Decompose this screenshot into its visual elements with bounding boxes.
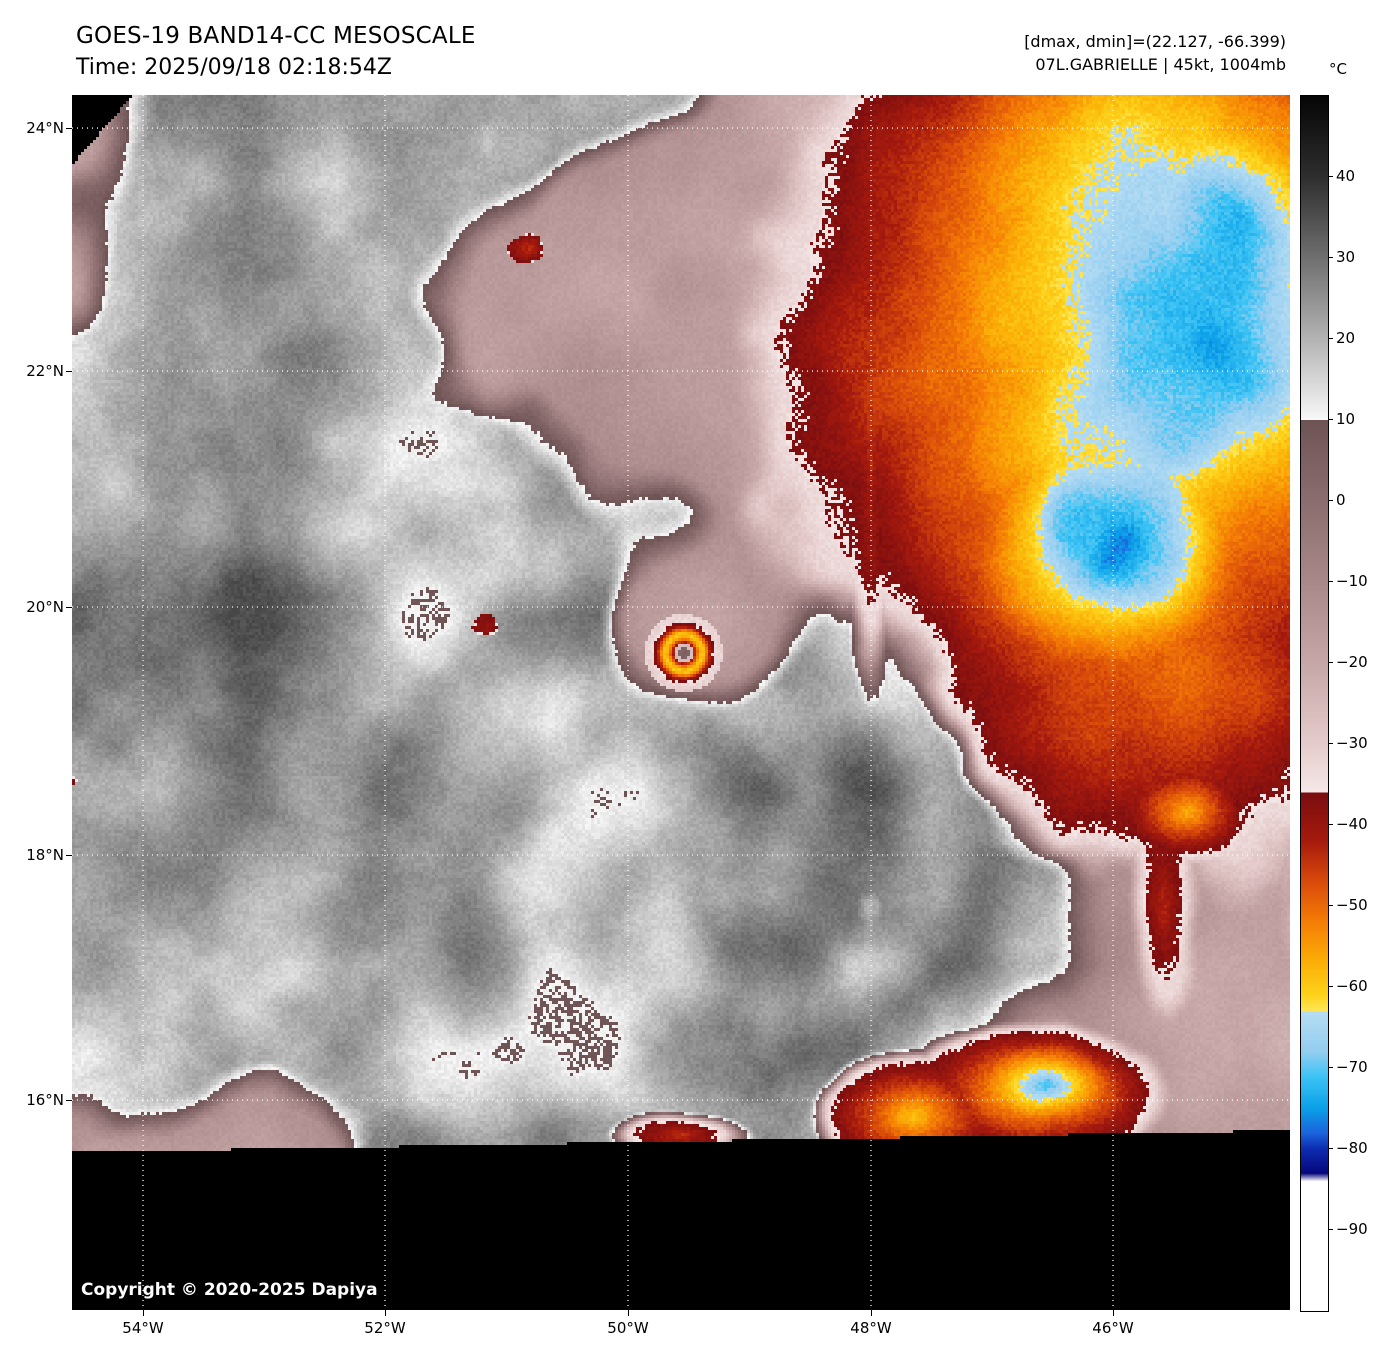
colorbar <box>1300 95 1329 1312</box>
colorbar-tick-label: −30 <box>1336 734 1368 752</box>
satellite-image-canvas <box>72 95 1290 1310</box>
lat-tick-mark <box>66 371 72 373</box>
lon-tick-mark <box>143 1310 144 1316</box>
lon-tick-label: 46°W <box>1092 1319 1134 1337</box>
colorbar-tick-mark <box>1328 1229 1333 1230</box>
colorbar-tick-mark <box>1328 743 1333 744</box>
lon-tick-label: 50°W <box>607 1319 649 1337</box>
colorbar-tick-mark <box>1328 1067 1333 1068</box>
lon-tick-label: 54°W <box>122 1319 164 1337</box>
lat-tick-mark <box>66 854 72 856</box>
colorbar-tick-label: −10 <box>1336 572 1368 590</box>
range-info: [dmax, dmin]=(22.127, -66.399) <box>1024 32 1286 51</box>
header-info: [dmax, dmin]=(22.127, -66.399) 07L.GABRI… <box>1024 30 1286 76</box>
colorbar-tick-mark <box>1328 176 1333 177</box>
colorbar-tick-label: −80 <box>1336 1139 1368 1157</box>
lat-tick-label: 24°N <box>26 119 64 138</box>
lat-tick-mark <box>66 128 72 130</box>
colorbar-tick-mark <box>1328 662 1333 663</box>
colorbar-tick-label: 10 <box>1336 410 1356 428</box>
colorbar-tick-mark <box>1328 257 1333 258</box>
colorbar-tick-label: −60 <box>1336 977 1368 995</box>
colorbar-tick-label: 30 <box>1336 248 1356 266</box>
copyright-watermark: Copyright © 2020-2025 Dapiya <box>81 1280 378 1300</box>
lon-tick-label: 52°W <box>364 1319 406 1337</box>
colorbar-tick-label: −50 <box>1336 896 1368 914</box>
lat-tick-mark <box>66 607 72 608</box>
colorbar-tick-label: 20 <box>1336 329 1356 347</box>
lon-tick-mark <box>628 1310 630 1316</box>
colorbar-tick-label: 40 <box>1336 167 1356 185</box>
colorbar-tick-label: −20 <box>1336 653 1368 671</box>
satellite-map: Copyright © 2020-2025 Dapiya <box>72 95 1290 1310</box>
latlon-gridlines <box>72 95 1290 1310</box>
lat-tick-label: 18°N <box>26 845 64 864</box>
colorbar-tick-mark <box>1328 419 1333 420</box>
product-time: Time: 2025/09/18 02:18:54Z <box>76 55 392 80</box>
lon-tick-label: 48°W <box>850 1319 892 1337</box>
colorbar-tick-label: 0 <box>1336 491 1346 509</box>
colorbar-tick-mark <box>1328 338 1333 339</box>
colorbar-tick-mark <box>1328 1148 1333 1149</box>
lat-tick-label: 20°N <box>26 598 64 616</box>
lat-tick-label: 16°N <box>26 1091 64 1110</box>
colorbar-tick-label: −70 <box>1336 1058 1368 1076</box>
colorbar-tick-mark <box>1328 905 1333 906</box>
storm-info: 07L.GABRIELLE | 45kt, 1004mb <box>1035 55 1286 74</box>
lat-tick-label: 22°N <box>26 362 64 381</box>
lon-tick-mark <box>385 1310 387 1316</box>
colorbar-tick-mark <box>1328 986 1333 987</box>
colorbar-tick-label: −40 <box>1336 815 1368 833</box>
colorbar-unit-label: °C <box>1329 60 1347 78</box>
colorbar-tick-mark <box>1328 581 1333 582</box>
product-title: GOES-19 BAND14-CC MESOSCALE <box>76 23 476 49</box>
lon-tick-mark <box>1113 1310 1115 1316</box>
lon-tick-mark <box>871 1310 872 1316</box>
colorbar-tick-label: −90 <box>1336 1220 1368 1238</box>
colorbar-tick-mark <box>1328 500 1333 501</box>
colorbar-tick-mark <box>1328 824 1333 825</box>
lat-tick-mark <box>66 1100 72 1102</box>
